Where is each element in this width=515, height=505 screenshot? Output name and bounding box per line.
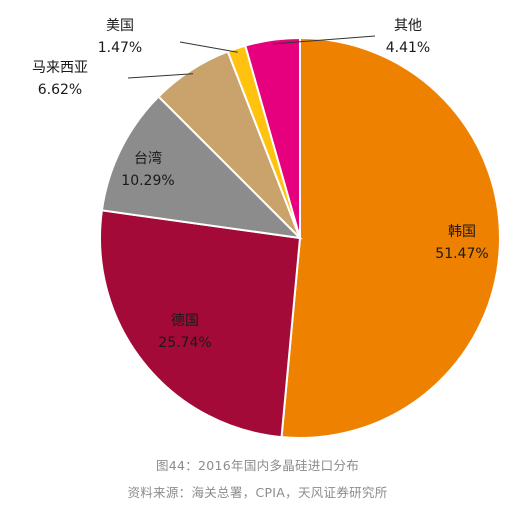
slice-labels: 韩国 51.47% 德国 25.74% 台湾 10.29% 马来西亚 6.62% 美国 1.47%… xyxy=(32,18,489,351)
slice-label-name: 台湾 xyxy=(134,150,162,167)
pie-slice xyxy=(99,209,302,439)
slice-label-value: 6.62% xyxy=(38,82,82,98)
slice-label-value: 10.29% xyxy=(121,173,174,189)
source-caption: 资料来源：海关总署，CPIA，天风证券研究所 xyxy=(127,485,388,500)
slice-label-name: 韩国 xyxy=(448,224,476,240)
slice-label-value: 51.47% xyxy=(435,246,488,262)
pie-slice xyxy=(280,36,501,439)
figure-caption: 图44：2016年国内多晶硅进口分布 xyxy=(155,458,360,473)
slice-label-name: 德国 xyxy=(171,313,199,329)
slice-label-value: 1.47% xyxy=(98,40,142,56)
slice-label-value: 25.74% xyxy=(158,335,211,351)
slice-label-name: 其他 xyxy=(394,18,422,34)
slice-label-name: 美国 xyxy=(106,18,134,34)
slice-label-value: 4.41% xyxy=(386,40,430,56)
slice-label-name: 马来西亚 xyxy=(32,60,88,76)
pie-slice xyxy=(100,95,303,240)
pie-slice xyxy=(244,36,301,239)
leader-line xyxy=(127,73,194,79)
leader-line xyxy=(179,41,238,53)
leader-line xyxy=(272,35,376,45)
